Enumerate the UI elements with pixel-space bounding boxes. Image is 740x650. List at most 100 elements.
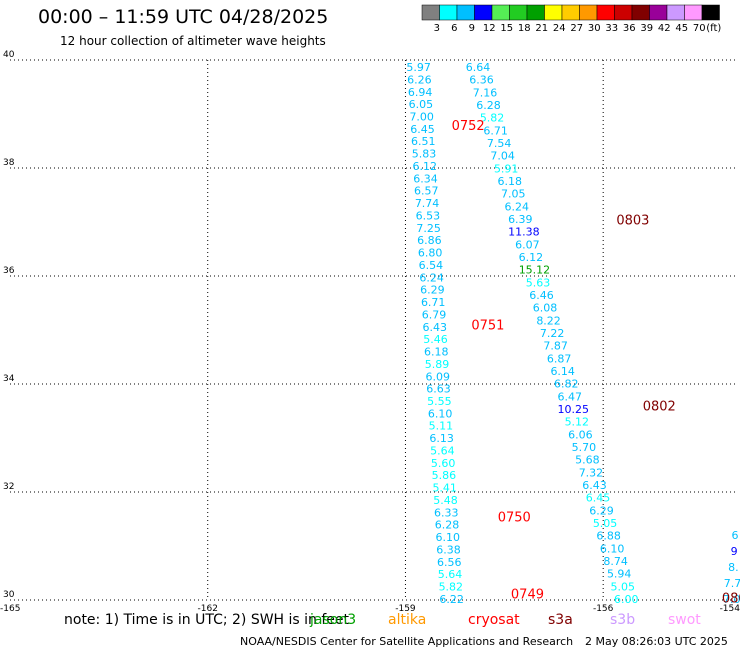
- scale-swatch: [684, 4, 703, 21]
- scale-label: 27: [570, 23, 583, 34]
- satellite-label-altika: altika: [388, 612, 427, 628]
- wave-height-point: 6.79: [422, 308, 447, 321]
- wave-height-point: 6.10: [436, 531, 461, 544]
- wave-height-point: 6.43: [582, 479, 607, 492]
- scale-swatch: [701, 4, 720, 21]
- wave-height-point: 6.54: [419, 259, 444, 272]
- wave-height-point: 6.86: [417, 234, 442, 247]
- scale-swatch: [509, 4, 528, 21]
- wave-height-point: 5.91: [494, 162, 519, 175]
- wave-height-point: 5.05: [593, 517, 618, 530]
- pass-time-label: 0750: [498, 510, 531, 525]
- pass-time-label: 0801: [722, 591, 740, 606]
- scale-swatch: [631, 4, 650, 21]
- wave-height-point: 7.54: [487, 137, 512, 150]
- wave-height-point: 6.09: [426, 370, 451, 383]
- satellite-label-s3b: s3b: [610, 612, 636, 628]
- wave-height-point: 6.71: [421, 296, 446, 309]
- wave-height-point: 5.11: [429, 420, 454, 433]
- wave-height-point: 5.60: [431, 457, 456, 470]
- scale-label: 24: [553, 23, 566, 34]
- wave-height-point: 15.12: [519, 264, 551, 277]
- wave-height-point: 5.46: [423, 333, 448, 346]
- y-tick-label: 38: [3, 158, 15, 168]
- wave-height-point: 6.82: [554, 378, 579, 391]
- wave-height-point: 5.68: [575, 454, 600, 467]
- pass-time-label: 0749: [511, 588, 544, 603]
- scale-label: 45: [675, 23, 688, 34]
- scale-label: 21: [535, 23, 548, 34]
- wave-height-point: 6.13: [429, 432, 454, 445]
- wave-height-point: 6.18: [424, 346, 449, 359]
- wave-height-point: 6.38: [436, 543, 461, 556]
- y-tick-label: 32: [3, 482, 14, 492]
- scale-label: 15: [500, 23, 513, 34]
- scale-label: 18: [518, 23, 531, 34]
- pass-time-label: 0751: [471, 319, 504, 334]
- wave-height-point: 6.45: [586, 492, 611, 505]
- scale-label: 42: [658, 23, 671, 34]
- x-tick-label: -162: [198, 604, 218, 614]
- wave-height-point: 6.14: [550, 365, 575, 378]
- wave-height-point: 7.87: [543, 340, 568, 353]
- scale-swatch: [561, 4, 580, 21]
- wave-height-point: 5.05: [610, 580, 635, 593]
- scale-label: 36: [623, 23, 636, 34]
- scale-swatch: [649, 4, 668, 21]
- pass-time-label: 0803: [616, 213, 649, 228]
- scale-label: 70: [693, 23, 706, 34]
- scale-swatch: [474, 4, 493, 21]
- wave-height-point: 6.12: [519, 251, 544, 264]
- wave-height-point: 6.33: [434, 506, 459, 519]
- wave-height-point: 6.47: [558, 390, 583, 403]
- wave-height-point: 6.56: [437, 556, 462, 569]
- wave-height-point: 5.41: [432, 482, 457, 495]
- wave-height-point: 5.94: [607, 568, 632, 581]
- x-tick-label: -159: [395, 604, 416, 614]
- scale-label: 30: [588, 23, 601, 34]
- x-tick-label: -154: [720, 604, 740, 614]
- wave-height-point: 6.06: [568, 428, 593, 441]
- scale-swatch: [614, 4, 633, 21]
- wave-height-point: 7.16: [473, 86, 498, 99]
- wave-height-point: 8.74: [603, 555, 628, 568]
- satellite-label-s3a: s3a: [548, 612, 573, 628]
- wave-height-point: 9: [731, 545, 738, 558]
- wave-height-point: 5.82: [439, 581, 464, 594]
- wave-height-point: 7.04: [490, 150, 515, 163]
- scale-swatch: [579, 4, 598, 21]
- scale-swatch: [596, 4, 615, 21]
- wave-height-point: 6.36: [469, 74, 494, 87]
- satellite-label-jason3: jason3: [310, 612, 357, 628]
- wave-height-point: 6.88: [596, 530, 621, 543]
- wave-height-point: 7.22: [540, 327, 565, 340]
- scale-label: 12: [483, 23, 496, 34]
- scale-label: 33: [605, 23, 618, 34]
- pass-time-label: 0752: [452, 119, 485, 134]
- wave-height-point: 5.97: [406, 61, 431, 74]
- wave-height-point: 11.38: [508, 226, 540, 239]
- wave-height-point: 5.86: [432, 469, 457, 482]
- scale-label: 6: [451, 23, 457, 34]
- wave-height-point: 6.53: [416, 209, 441, 222]
- scale-label: (ft): [706, 23, 721, 34]
- wave-height-point: 6.07: [515, 238, 540, 251]
- wave-height-point: 6.26: [407, 73, 432, 86]
- wave-height-point: 5.12: [565, 416, 590, 429]
- wave-height-point: 6.45: [410, 123, 435, 136]
- chart-subtitle: 12 hour collection of altimeter wave hei…: [60, 34, 326, 48]
- satellite-label-swot: swot: [668, 612, 701, 628]
- wave-height-point: 5.64: [430, 444, 455, 457]
- wave-height-point: 6.18: [497, 175, 522, 188]
- wave-height-point: 6.22: [439, 593, 464, 606]
- wave-height-point: 6.24: [419, 271, 444, 284]
- wave-height-point: 7.0: [723, 593, 740, 606]
- wave-height-point: 5.89: [425, 358, 450, 371]
- wave-height-point: 7.00: [409, 110, 434, 123]
- credit-text: NOAA/NESDIS Center for Satellite Applica…: [240, 635, 574, 648]
- wave-height-point: 6.80: [418, 247, 443, 260]
- wave-height-point: 6.28: [476, 99, 501, 112]
- satellite-label-cryosat: cryosat: [468, 612, 520, 628]
